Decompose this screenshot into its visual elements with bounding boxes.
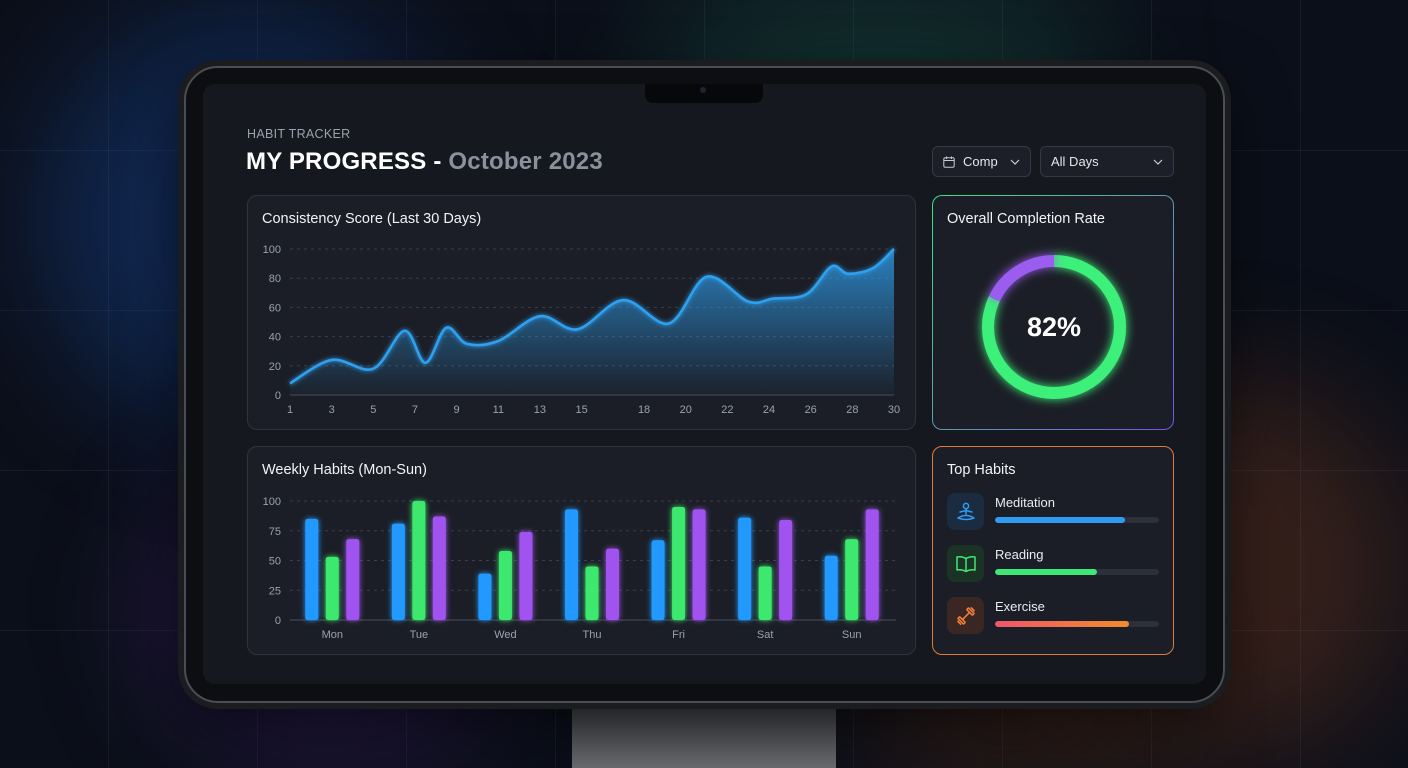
bar bbox=[758, 566, 772, 620]
page-title: MY PROGRESS - October 2023 bbox=[246, 148, 603, 176]
habit-name: Exercise bbox=[995, 599, 1045, 614]
completion-title: Overall Completion Rate bbox=[947, 211, 1105, 227]
habit-item-exercise[interactable]: Exercise bbox=[947, 597, 1159, 637]
app-screen: HABIT TRACKER MY PROGRESS - October 2023… bbox=[203, 84, 1206, 684]
x-tick-label: 7 bbox=[412, 404, 418, 416]
y-tick-label: 40 bbox=[269, 332, 281, 344]
top-habits-title: Top Habits bbox=[947, 462, 1016, 478]
bar bbox=[865, 509, 879, 620]
bar bbox=[651, 540, 665, 620]
top-habits-card: Top Habits Meditation Reading bbox=[932, 446, 1174, 655]
x-tick-label: Mon bbox=[322, 629, 343, 641]
bar bbox=[824, 555, 838, 620]
x-tick-label: 1 bbox=[287, 404, 293, 416]
y-tick-label: 0 bbox=[275, 615, 281, 627]
habit-item-reading[interactable]: Reading bbox=[947, 545, 1159, 585]
bar bbox=[585, 566, 599, 620]
x-tick-label: Tue bbox=[410, 629, 429, 641]
habit-name: Reading bbox=[995, 547, 1044, 562]
bar bbox=[845, 539, 859, 620]
comp-dropdown[interactable]: Comp bbox=[932, 146, 1031, 177]
meditation-icon bbox=[947, 493, 984, 530]
y-tick-label: 25 bbox=[269, 585, 281, 597]
habit-progress-track bbox=[995, 621, 1159, 627]
days-dropdown-label: All Days bbox=[1051, 154, 1099, 169]
app-eyebrow: HABIT TRACKER bbox=[247, 127, 351, 141]
bar bbox=[779, 520, 793, 620]
bar bbox=[498, 550, 512, 620]
y-tick-label: 100 bbox=[263, 496, 281, 508]
habit-progress-fill bbox=[995, 517, 1125, 523]
y-tick-label: 60 bbox=[269, 302, 281, 314]
completion-card: Overall Completion Rate 82% bbox=[932, 195, 1174, 430]
comp-dropdown-label: Comp bbox=[963, 154, 998, 169]
days-dropdown[interactable]: All Days bbox=[1040, 146, 1174, 177]
book-icon bbox=[947, 545, 984, 582]
x-tick-label: 30 bbox=[888, 404, 900, 416]
bar bbox=[391, 523, 405, 620]
x-tick-label: 18 bbox=[638, 404, 650, 416]
habit-name: Meditation bbox=[995, 495, 1055, 510]
completion-donut-chart bbox=[982, 255, 1126, 399]
x-tick-label: 28 bbox=[846, 404, 858, 416]
x-tick-label: 26 bbox=[805, 404, 817, 416]
calendar-icon bbox=[943, 156, 955, 168]
bar bbox=[478, 573, 492, 620]
consistency-line bbox=[289, 248, 895, 385]
completion-donut: 82% bbox=[976, 249, 1132, 405]
bar bbox=[519, 531, 533, 620]
x-tick-label: 9 bbox=[454, 404, 460, 416]
consistency-title: Consistency Score (Last 30 Days) bbox=[262, 211, 482, 227]
donut-slice-remaining bbox=[982, 255, 1126, 399]
consistency-card: Consistency Score (Last 30 Days) 0 20 40 60… bbox=[247, 195, 916, 430]
habit-progress-fill bbox=[995, 569, 1097, 575]
habit-progress-track bbox=[995, 569, 1159, 575]
weekly-title: Weekly Habits (Mon-Sun) bbox=[262, 462, 427, 478]
monitor-stand bbox=[572, 700, 836, 768]
bar bbox=[692, 509, 706, 620]
x-tick-label: 24 bbox=[763, 404, 775, 416]
bar bbox=[305, 518, 319, 620]
bar bbox=[412, 501, 426, 620]
bar bbox=[346, 539, 360, 620]
dumbbell-icon bbox=[947, 597, 984, 634]
bar bbox=[432, 516, 446, 620]
habit-progress-fill bbox=[995, 621, 1130, 627]
camera-notch bbox=[645, 84, 763, 103]
x-tick-label: 15 bbox=[575, 404, 587, 416]
x-tick-label: 22 bbox=[721, 404, 733, 416]
y-tick-label: 50 bbox=[269, 556, 281, 568]
page-title-main: MY PROGRESS - bbox=[246, 148, 449, 175]
x-tick-label: Sun bbox=[842, 629, 862, 641]
y-tick-label: 100 bbox=[263, 244, 281, 256]
y-tick-label: 20 bbox=[269, 361, 281, 373]
x-tick-label: Thu bbox=[583, 629, 602, 641]
x-tick-label: 20 bbox=[680, 404, 692, 416]
bar bbox=[325, 556, 339, 620]
habit-progress-track bbox=[995, 517, 1159, 523]
habit-item-meditation[interactable]: Meditation bbox=[947, 493, 1159, 533]
page-title-period: October 2023 bbox=[448, 148, 603, 175]
bar bbox=[565, 509, 578, 620]
bar bbox=[738, 517, 752, 620]
chevron-down-icon bbox=[1010, 159, 1020, 165]
camera-dot bbox=[700, 87, 706, 93]
x-tick-label: Sat bbox=[757, 629, 774, 641]
x-tick-label: Wed bbox=[494, 629, 516, 641]
x-tick-label: 13 bbox=[534, 404, 546, 416]
bar bbox=[606, 548, 619, 620]
x-tick-label: 3 bbox=[329, 404, 335, 416]
weekly-card: Weekly Habits (Mon-Sun) 0 25 50 75 100 Mon Tue… bbox=[247, 446, 916, 655]
x-tick-label: Fri bbox=[672, 629, 685, 641]
bar bbox=[672, 506, 686, 620]
y-tick-label: 75 bbox=[269, 526, 281, 538]
completion-value: 82% bbox=[1026, 311, 1082, 342]
x-tick-label: 11 bbox=[493, 404, 504, 416]
chevron-down-icon bbox=[1153, 159, 1163, 165]
y-tick-label: 80 bbox=[269, 273, 281, 285]
y-tick-label: 0 bbox=[275, 390, 281, 402]
x-tick-label: 5 bbox=[370, 404, 376, 416]
weekly-chart: 0 25 50 75 100 Mon Tue Wed Thu Fri Sat Sun bbox=[263, 496, 896, 641]
